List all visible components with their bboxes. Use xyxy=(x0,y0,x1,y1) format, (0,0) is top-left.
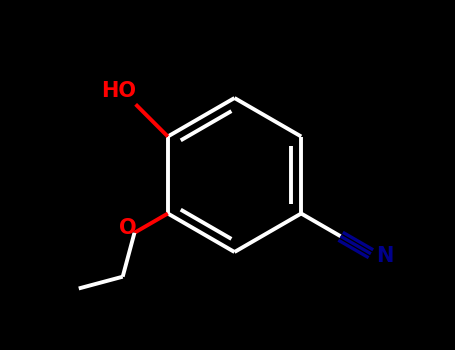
Text: N: N xyxy=(376,245,394,266)
Text: O: O xyxy=(119,217,136,238)
Text: HO: HO xyxy=(101,81,136,101)
